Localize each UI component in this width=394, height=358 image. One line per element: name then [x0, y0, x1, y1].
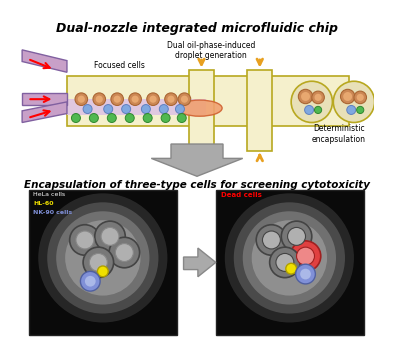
Circle shape — [104, 105, 113, 113]
Circle shape — [297, 247, 314, 265]
Circle shape — [314, 106, 322, 113]
Circle shape — [47, 202, 158, 314]
FancyBboxPatch shape — [247, 71, 272, 151]
Circle shape — [125, 113, 134, 122]
Circle shape — [80, 271, 100, 291]
Circle shape — [262, 231, 281, 249]
Circle shape — [290, 241, 321, 271]
Circle shape — [107, 113, 116, 122]
Circle shape — [256, 225, 287, 255]
Circle shape — [71, 113, 80, 122]
Polygon shape — [22, 102, 67, 122]
Circle shape — [333, 81, 375, 122]
Circle shape — [96, 96, 103, 103]
Polygon shape — [184, 248, 216, 277]
Circle shape — [281, 221, 312, 252]
Circle shape — [70, 225, 100, 255]
Circle shape — [269, 247, 300, 278]
Circle shape — [177, 113, 186, 122]
FancyBboxPatch shape — [67, 99, 206, 115]
Circle shape — [89, 253, 107, 271]
Circle shape — [175, 105, 184, 113]
Circle shape — [234, 202, 345, 314]
Circle shape — [38, 193, 167, 323]
Circle shape — [111, 93, 123, 106]
Circle shape — [276, 253, 294, 271]
Circle shape — [95, 221, 125, 252]
Circle shape — [225, 193, 354, 323]
Circle shape — [122, 105, 131, 113]
Circle shape — [305, 106, 314, 115]
Circle shape — [76, 231, 94, 249]
Circle shape — [132, 96, 139, 103]
Circle shape — [296, 264, 315, 284]
Circle shape — [165, 93, 177, 106]
FancyBboxPatch shape — [67, 76, 349, 126]
Circle shape — [181, 96, 188, 103]
Circle shape — [354, 91, 366, 104]
Text: Dual oil-phase-induced
droplet generation: Dual oil-phase-induced droplet generatio… — [167, 41, 256, 60]
Circle shape — [141, 105, 151, 113]
Circle shape — [83, 105, 92, 113]
Circle shape — [357, 106, 364, 113]
Circle shape — [65, 220, 141, 296]
Circle shape — [83, 247, 113, 278]
Ellipse shape — [177, 100, 222, 116]
Circle shape — [56, 211, 149, 305]
Circle shape — [113, 96, 121, 103]
Polygon shape — [151, 144, 243, 176]
Circle shape — [288, 227, 305, 245]
Text: Encapsulation of three-type cells for screening cytotoxicity: Encapsulation of three-type cells for sc… — [24, 180, 370, 190]
Circle shape — [129, 93, 141, 106]
FancyBboxPatch shape — [189, 71, 214, 151]
Circle shape — [300, 269, 311, 280]
Circle shape — [147, 93, 159, 106]
Circle shape — [252, 220, 327, 296]
FancyBboxPatch shape — [29, 190, 177, 335]
Circle shape — [75, 93, 87, 106]
Text: Dead cells: Dead cells — [221, 193, 262, 198]
Text: Dual-nozzle integrated microfluidic chip: Dual-nozzle integrated microfluidic chip — [56, 22, 338, 35]
Circle shape — [357, 94, 364, 101]
Text: NK-90 cells: NK-90 cells — [33, 211, 72, 216]
Circle shape — [97, 266, 108, 277]
Circle shape — [301, 92, 310, 101]
Text: HeLa cells: HeLa cells — [33, 193, 65, 198]
Circle shape — [109, 237, 139, 268]
Circle shape — [243, 211, 336, 305]
Circle shape — [178, 93, 191, 106]
Circle shape — [286, 263, 297, 274]
Circle shape — [78, 96, 85, 103]
Text: HL-60: HL-60 — [33, 202, 53, 207]
Circle shape — [115, 243, 133, 261]
Circle shape — [159, 105, 168, 113]
Polygon shape — [22, 50, 67, 72]
Polygon shape — [22, 93, 67, 105]
Circle shape — [312, 91, 324, 104]
Circle shape — [343, 92, 352, 101]
Circle shape — [161, 113, 170, 122]
Circle shape — [143, 113, 152, 122]
Circle shape — [340, 89, 355, 104]
Circle shape — [298, 89, 313, 104]
Circle shape — [291, 81, 333, 122]
FancyBboxPatch shape — [216, 190, 364, 335]
Circle shape — [167, 96, 175, 103]
Circle shape — [89, 113, 98, 122]
Circle shape — [149, 96, 157, 103]
Circle shape — [101, 227, 119, 245]
Circle shape — [314, 94, 322, 101]
Circle shape — [93, 93, 106, 106]
Text: Deterministic
encapsulation: Deterministic encapsulation — [312, 124, 366, 144]
Text: Focused cells: Focused cells — [93, 62, 145, 71]
Circle shape — [85, 276, 96, 287]
Circle shape — [347, 106, 356, 115]
